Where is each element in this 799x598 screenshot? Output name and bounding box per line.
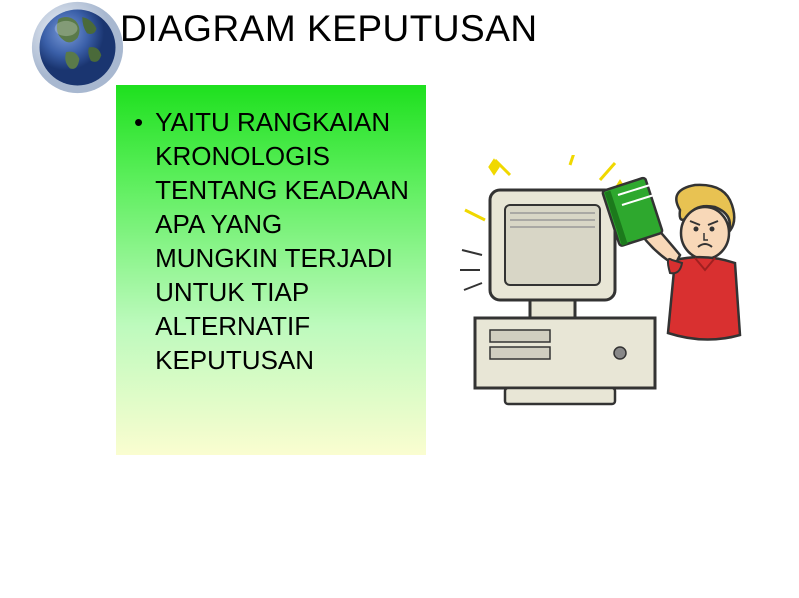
bullet-marker: • [134,105,143,139]
content-box: • YAITU RANGKAIAN KRONOLOGIS TENTANG KEA… [116,85,426,455]
monitor-icon [490,190,615,318]
desk-icon [475,318,655,388]
slide-title: DIAGRAM KEPUTUSAN [120,8,538,50]
earth-globe-icon [30,0,125,95]
frustrated-user-clipart [450,155,770,415]
bullet-text: YAITU RANGKAIAN KRONOLOGIS TENTANG KEADA… [155,105,411,377]
bullet-item: • YAITU RANGKAIAN KRONOLOGIS TENTANG KEA… [134,105,411,377]
